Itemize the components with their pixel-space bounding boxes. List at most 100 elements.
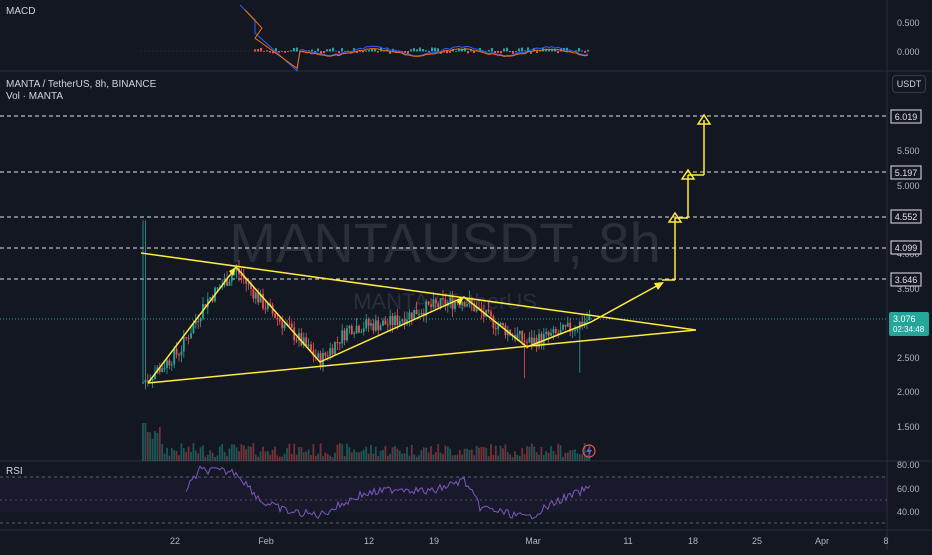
- macd-histogram-bar: [524, 50, 526, 52]
- candle-body: [226, 278, 228, 286]
- volume-bar: [398, 450, 401, 461]
- macd-histogram-bar: [323, 51, 325, 54]
- volume-bar: [533, 446, 536, 461]
- candle-body: [396, 315, 399, 325]
- candle-body: [312, 350, 315, 357]
- candle-body: [298, 333, 300, 341]
- volume-bar: [338, 443, 341, 461]
- volume-bar: [365, 446, 368, 461]
- volume-bar: [473, 455, 476, 461]
- price-tick-label: 5.500: [897, 146, 920, 156]
- volume-legend[interactable]: Vol · MANTA: [6, 91, 64, 102]
- volume-bar: [514, 451, 516, 461]
- last-price-value: 3.076: [893, 314, 916, 324]
- volume-bar: [432, 454, 435, 461]
- volume-bar: [528, 446, 531, 461]
- volume-bar: [293, 443, 296, 461]
- macd-histogram-bar: [290, 50, 292, 52]
- candle-body: [408, 312, 411, 320]
- macd-histogram-bar: [521, 47, 523, 52]
- candle-body: [360, 331, 363, 333]
- pattern-drawings[interactable]: [140, 113, 712, 384]
- volume-bar: [331, 456, 334, 461]
- volume-bar: [586, 455, 588, 461]
- symbol-title[interactable]: MANTA / TetherUS, 8h, BINANCE: [6, 79, 157, 90]
- volume-bar: [218, 446, 221, 461]
- currency-button[interactable]: USDT: [892, 75, 926, 93]
- volume-bar: [538, 454, 540, 461]
- time-axis[interactable]: 22 Feb 12 19 Mar 11 18 25 Apr 8: [170, 536, 889, 546]
- macd-histogram-bar: [398, 51, 400, 53]
- candle-body: [526, 342, 528, 344]
- candle-body: [163, 367, 166, 369]
- macd-pane-label[interactable]: MACD: [6, 6, 36, 17]
- macd-histogram-bar: [485, 50, 487, 52]
- wave-arrowhead: [229, 267, 236, 276]
- macd-histogram-bar: [455, 51, 457, 52]
- volume-bar: [485, 448, 488, 461]
- volume-bar: [451, 455, 454, 461]
- candle-body: [252, 288, 255, 299]
- volume-bar: [358, 452, 360, 461]
- volume-bar: [418, 455, 420, 461]
- candle-body: [410, 312, 413, 319]
- volume-bar: [348, 447, 351, 461]
- volume-bar: [401, 453, 404, 461]
- macd-histogram-bar: [353, 48, 355, 52]
- candle-body: [228, 281, 231, 286]
- volume-bar: [434, 452, 437, 461]
- candle-body: [427, 301, 430, 305]
- candle-body: [490, 311, 492, 317]
- macd-histogram-bar: [491, 47, 493, 52]
- candle-body: [242, 276, 245, 279]
- volume-bar: [367, 453, 370, 461]
- rsi-pane-label[interactable]: RSI: [6, 466, 23, 477]
- volume-bar: [427, 452, 430, 461]
- volume-bar: [170, 447, 173, 461]
- candle-body: [542, 333, 545, 345]
- volume-bar: [425, 447, 428, 461]
- candle-body: [274, 313, 276, 319]
- volume-bar: [144, 423, 147, 461]
- volume-bar: [259, 451, 262, 461]
- candle-body: [338, 342, 341, 344]
- volume-bar: [487, 456, 490, 461]
- candle-body: [406, 319, 408, 325]
- candle-body: [523, 340, 526, 343]
- candle-body: [290, 323, 293, 328]
- volume-bar: [377, 456, 380, 461]
- volume-bar: [278, 456, 281, 461]
- volume-bar: [576, 453, 579, 461]
- macd-histogram-bar: [500, 51, 502, 54]
- target-level-label: 4.099: [895, 243, 918, 253]
- candle-body: [451, 297, 454, 309]
- volume-bar: [305, 451, 308, 461]
- volume-bar: [182, 448, 185, 461]
- volume-bar: [209, 450, 212, 461]
- price-axis[interactable]: 5.500 5.000 4.000 3.500 2.500 2.000 1.50…: [897, 146, 920, 432]
- flash-icon[interactable]: [582, 444, 596, 458]
- volume-bar: [415, 456, 418, 461]
- macd-histogram-bar: [344, 51, 346, 52]
- candle-body: [475, 307, 478, 312]
- volume-bar: [214, 456, 216, 461]
- candle-body: [233, 271, 236, 276]
- volume-bar: [149, 432, 152, 461]
- volume-bar: [329, 455, 332, 461]
- volume-bar: [146, 432, 149, 461]
- volume-bar: [547, 452, 550, 461]
- price-tick-label: 5.000: [897, 181, 920, 191]
- macd-histogram-bar: [317, 48, 319, 52]
- volume-bar: [394, 445, 396, 461]
- volume-bar: [430, 446, 432, 461]
- macd-histogram-bar: [581, 50, 583, 52]
- candle-body: [442, 297, 444, 300]
- volume-bar: [334, 452, 336, 461]
- candle-body: [588, 315, 591, 321]
- volume-bar: [250, 446, 252, 461]
- candle-body: [454, 301, 456, 309]
- candle-body: [497, 325, 500, 330]
- volume-bar: [295, 454, 298, 461]
